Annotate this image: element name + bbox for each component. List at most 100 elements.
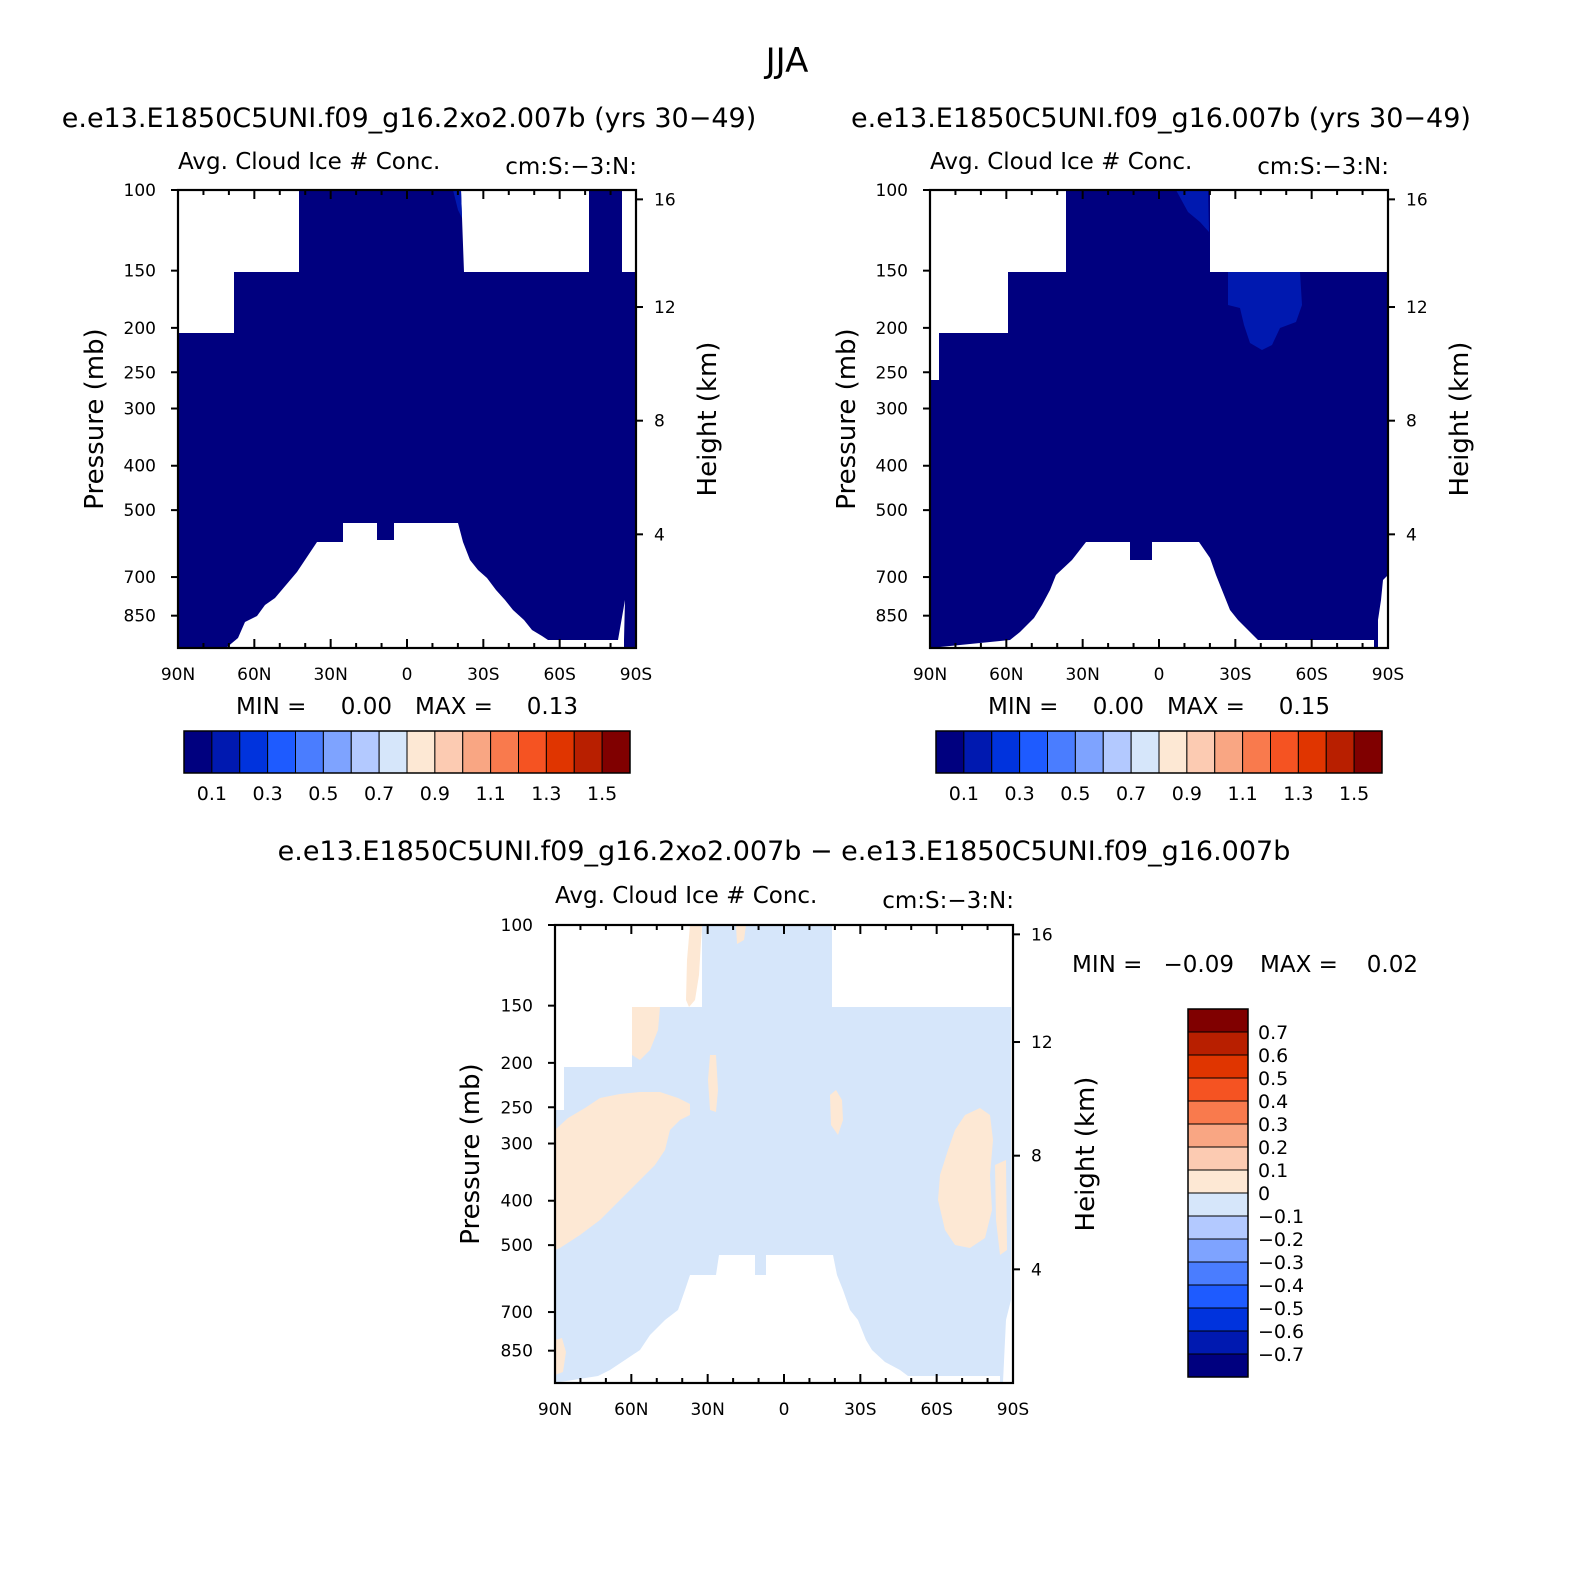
panel-diff-x-tick-label: 90N [538,1400,572,1420]
panel-left-left-string: Avg. Cloud Ice # Conc. [178,149,440,175]
panel-diff-p-tick-label: 100 [501,916,533,936]
panel-left-max-value: 0.13 [527,694,578,720]
panel-right-colorbar-box [1074,730,1104,774]
panel-diff-ylabel: Pressure (mb) [456,1063,486,1244]
panel-diff-x-tick-label: 90S [997,1400,1029,1420]
panel-diff-colorbar: 0.70.60.50.40.30.20.10−0.1−0.2−0.3−0.4−0… [1187,1008,1304,1378]
panel-right-cloud-field [930,190,1388,648]
panel-left-colorbar-box [573,730,603,774]
panel-right-ylabel: Pressure (mb) [832,328,862,509]
panel-diff-p-tick-label: 150 [501,997,533,1017]
panel-right-x-tick-label: 90S [1372,665,1404,685]
panel-diff-colorbar-box [1187,1307,1249,1332]
panel-left-right-string: cm:S:−3:N: [505,154,637,180]
panel-left-p-tick-label: 400 [124,457,156,477]
panel-right-max-value: 0.15 [1279,694,1330,720]
panel-left-x-tick-label: 30S [467,665,499,685]
panel-right-cloud-top-spot [1176,190,1209,232]
panel-diff-p-ticks: 100 150 200 250 300 400 500 700 850 [501,916,555,1362]
panel-right-h-tick-label: 12 [1406,298,1428,318]
panel-diff-colorbar-label: −0.6 [1258,1321,1304,1343]
panel-left-cloud-spot [453,190,462,218]
panel-diff-colorbar-label: 0.2 [1258,1137,1288,1159]
panel-diff-h-tick-label: 4 [1031,1260,1042,1280]
panel-right-x-tick-label: 30S [1219,665,1251,685]
panel-right-max-label: MAX = [1167,694,1245,720]
panel-diff-colorbar-box [1187,1031,1249,1056]
panel-diff-colorbar-label: 0.4 [1258,1091,1288,1113]
panel-right-title: e.e13.E1850C5UNI.f09_g16.007b (yrs 30−49… [851,103,1471,134]
panel-right-p-tick-label: 700 [876,568,908,588]
panel-diff-x-tick-label: 60N [614,1400,648,1420]
panel-left-colorbar-box [462,730,492,774]
panel-left-x-tick-label: 90S [620,665,652,685]
panel-diff-h-tick-label: 16 [1031,925,1053,945]
panel-left-colorbar: 0.1 0.3 0.5 0.7 0.9 1.1 1.3 1.5 [183,730,631,805]
panel-left-h-tick-label: 16 [654,190,676,210]
panel-left-colorbar-label: 0.1 [197,783,227,805]
panel-right-colorbar-box [1214,730,1244,774]
panel-diff-colorbar-box [1187,1215,1249,1240]
panel-right-h-tick-label: 16 [1406,190,1428,210]
panel-left-colorbar-box [322,730,352,774]
panel-left-x-tick-label: 30N [313,665,347,685]
panel-right-ylabel-right: Height (km) [1445,342,1475,497]
panel-right-x-tick-label: 60S [1295,665,1327,685]
panel-right-p-tick-label: 850 [876,607,908,627]
panel-right-p-tick-label: 200 [876,319,908,339]
panel-right-colorbar-box [1130,730,1160,774]
panel-diff-x-tick-label: 60S [920,1400,952,1420]
panel-right-colorbar-box [1047,730,1076,774]
panel-diff-colorbar-label: 0.5 [1258,1068,1288,1090]
panel-right-left-string: Avg. Cloud Ice # Conc. [930,149,1192,175]
panel-diff-title: e.e13.E1850C5UNI.f09_g16.2xo2.007b − e.e… [278,836,1291,867]
panel-diff-colorbar-box [1187,1261,1249,1286]
panel-left-colorbar-frame [183,730,631,774]
panel-left-h-tick-label: 8 [654,412,665,432]
panel-diff-colorbar-label: 0.7 [1258,1022,1288,1044]
panel-left-colorbar-box [211,730,241,774]
panel-left-h-ticks: 16 12 8 4 [636,190,676,545]
panel-right-colorbar-box [1297,730,1327,774]
panel-right-cloud-plume [1228,272,1302,350]
panel-right-colorbar-label: 1.5 [1339,783,1369,805]
panel-right-colorbar-box [1158,730,1188,774]
panel-diff-colorbar-box [1187,1100,1249,1125]
panel-diff: e.e13.E1850C5UNI.f09_g16.2xo2.007b − e.e… [278,836,1418,1420]
panel-diff-pos-patch-east-edge [995,1160,1007,1255]
panel-left-x-ticks: 90N 60N 30N 0 30S 60S 90S [161,190,652,685]
panel-left-h-tick-label: 4 [654,525,665,545]
panel-left-colorbar-label: 0.7 [364,783,394,805]
panel-right-min-label: MIN = [988,694,1058,720]
panel-diff-colorbar-box [1187,1238,1249,1263]
panel-left-x-tick-label: 60S [543,665,575,685]
panel-right-x-tick-label: 60N [989,665,1023,685]
panel-left-title: e.e13.E1850C5UNI.f09_g16.2xo2.007b (yrs … [62,103,757,134]
panel-left-p-tick-label: 700 [124,568,156,588]
panel-left-p-tick-label: 100 [124,181,156,201]
panel-left-max-label: MAX = [415,694,493,720]
panel-right-colorbar-label: 0.1 [949,783,979,805]
panel-left-ylabel: Pressure (mb) [80,328,110,509]
panel-left-colorbar-label: 0.5 [308,783,338,805]
panel-diff-x-ticks: 90N 60N 30N 0 30S 60S 90S [538,925,1029,1420]
panel-right-right-string: cm:S:−3:N: [1257,154,1389,180]
panel-left-colorbar-label: 1.5 [587,783,617,805]
panel-diff-colorbar-label: −0.3 [1258,1252,1304,1274]
panel-diff-pos-patch-upper [686,925,702,1007]
panel-left-colorbar-box [545,730,575,774]
panel-diff-pos-patch-top-small [736,925,746,944]
panel-diff-colorbar-box [1187,1123,1249,1148]
panel-diff-pos-patch-sw-corner [555,1338,566,1375]
panel-right-p-tick-label: 500 [876,501,908,521]
panel-right-colorbar-box [1019,730,1048,774]
panel-right-colorbar-label: 1.3 [1283,783,1313,805]
panel-diff-min-label: MIN = [1072,952,1142,978]
panel-diff-x-tick-label: 30S [844,1400,876,1420]
panel-diff-pos-patch-south-col [830,1090,843,1135]
panel-right-colorbar-box [935,730,965,774]
panel-diff-colorbar-box [1187,1077,1249,1102]
panel-diff-pos-patch-streaks [632,1007,660,1060]
figure-title: JJA [764,41,809,81]
